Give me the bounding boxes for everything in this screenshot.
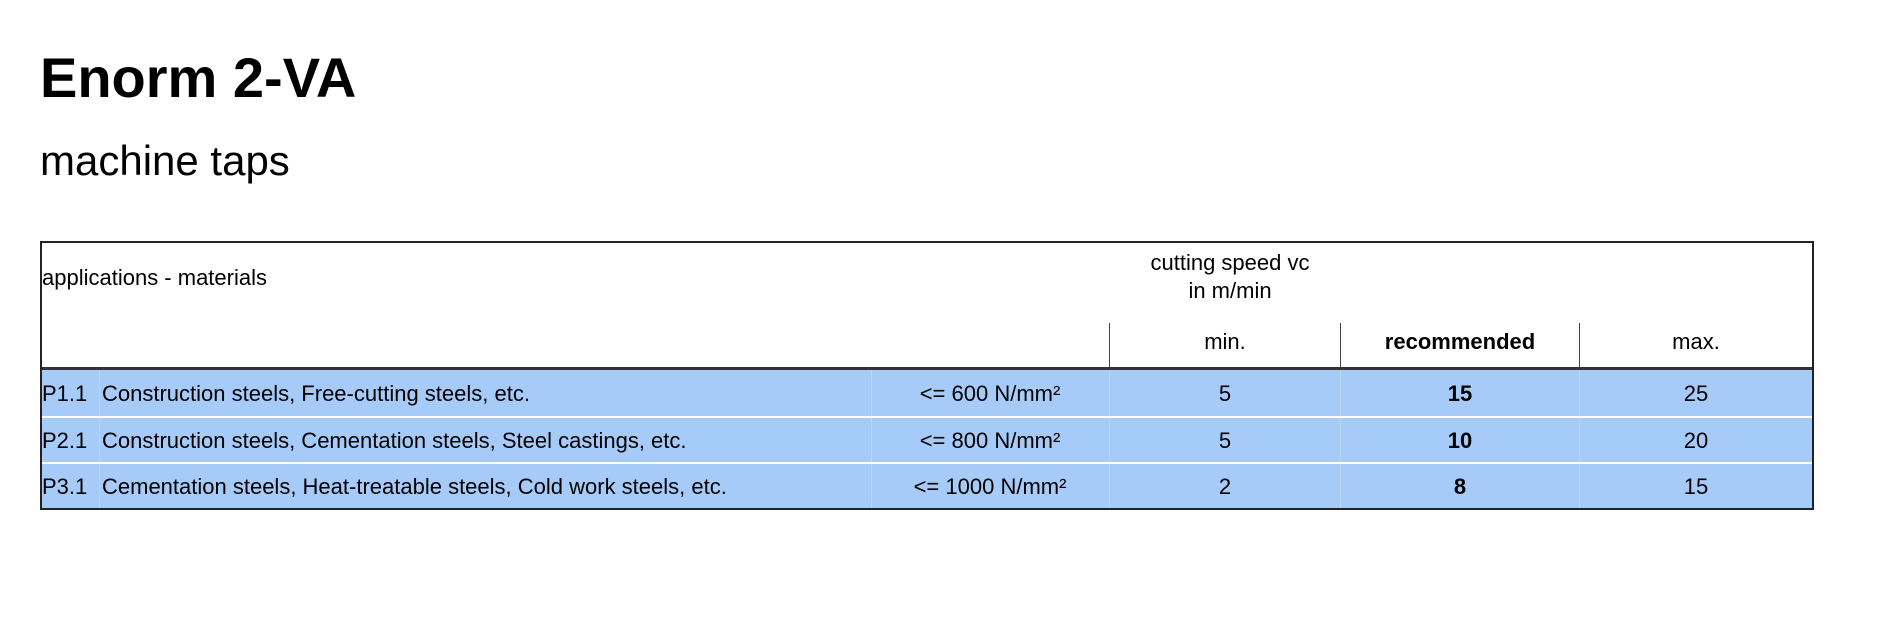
header-speed-line1: cutting speed vc bbox=[1150, 250, 1310, 275]
column-divider bbox=[1109, 418, 1110, 462]
column-divider bbox=[99, 418, 100, 462]
column-divider bbox=[1579, 370, 1580, 416]
row-max: 20 bbox=[1683, 428, 1709, 453]
header-recommended: recommended bbox=[1384, 329, 1536, 354]
row-min: 5 bbox=[1218, 381, 1232, 406]
row-min: 5 bbox=[1218, 428, 1232, 453]
row-material: Cementation steels, Heat-treatable steel… bbox=[102, 474, 727, 499]
column-divider bbox=[871, 418, 872, 462]
table-header: applications - materials cutting speed v… bbox=[42, 243, 1812, 370]
column-divider bbox=[871, 464, 872, 508]
divider bbox=[1340, 323, 1341, 367]
row-strength: <= 800 N/mm² bbox=[919, 428, 1061, 453]
row-min: 2 bbox=[1218, 474, 1232, 499]
column-divider bbox=[871, 370, 872, 416]
row-max: 25 bbox=[1683, 381, 1709, 406]
header-max: max. bbox=[1672, 329, 1720, 354]
column-divider bbox=[1109, 464, 1110, 508]
row-code: P3.1 bbox=[42, 474, 88, 499]
row-recommended: 10 bbox=[1447, 428, 1473, 453]
header-cutting-speed: cutting speed vc in m/min bbox=[1110, 249, 1350, 305]
row-code: P2.1 bbox=[42, 428, 88, 453]
row-strength: <= 600 N/mm² bbox=[919, 381, 1061, 406]
divider bbox=[1579, 323, 1580, 367]
table-row: P3.1 Cementation steels, Heat-treatable … bbox=[42, 464, 1812, 508]
row-recommended: 15 bbox=[1447, 381, 1473, 406]
row-max: 15 bbox=[1683, 474, 1709, 499]
column-divider bbox=[99, 370, 100, 416]
row-code: P1.1 bbox=[42, 381, 88, 406]
header-speed-line2: in m/min bbox=[1188, 278, 1272, 303]
cutting-speed-table: applications - materials cutting speed v… bbox=[40, 241, 1814, 510]
row-material: Construction steels, Cementation steels,… bbox=[102, 428, 687, 453]
column-divider bbox=[1579, 418, 1580, 462]
row-material: Construction steels, Free-cutting steels… bbox=[102, 381, 530, 406]
header-applications: applications - materials bbox=[42, 265, 267, 290]
column-divider bbox=[1109, 370, 1110, 416]
row-recommended: 8 bbox=[1453, 474, 1467, 499]
column-divider bbox=[99, 464, 100, 508]
column-divider bbox=[1579, 464, 1580, 508]
page-subtitle: machine taps bbox=[40, 137, 290, 184]
row-strength: <= 1000 N/mm² bbox=[913, 474, 1067, 499]
page-title: Enorm 2-VA bbox=[40, 46, 357, 109]
column-divider bbox=[1340, 370, 1341, 416]
header-min: min. bbox=[1204, 329, 1246, 354]
column-divider bbox=[1340, 464, 1341, 508]
table-row: P2.1 Construction steels, Cementation st… bbox=[42, 418, 1812, 462]
divider bbox=[1109, 323, 1110, 367]
table-row: P1.1 Construction steels, Free-cutting s… bbox=[42, 370, 1812, 416]
column-divider bbox=[1340, 418, 1341, 462]
